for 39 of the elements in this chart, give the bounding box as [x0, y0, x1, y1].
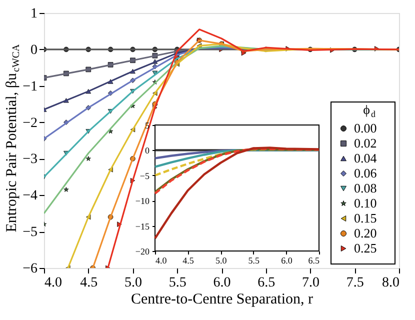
x-tick-label: 4.5	[80, 276, 98, 290]
y-tick-label: −4	[22, 188, 38, 204]
x-axis-title: Centre-to-Centre Separation, r	[130, 292, 314, 308]
legend-label: 0.10	[354, 196, 377, 210]
y-tick-label: −2	[22, 116, 38, 131]
x-tick-label: 7.0	[302, 276, 320, 290]
x-tick-label: 7.5	[346, 276, 364, 290]
y-tick-label: −10	[135, 196, 150, 206]
y-tick-label: −3	[22, 152, 38, 168]
legend-label: 0.00	[354, 120, 377, 136]
y-tick-label: −6	[22, 262, 38, 276]
y-tick-label: −5	[22, 225, 38, 240]
y-tick-label: 0	[145, 146, 150, 156]
y-tick-label: −5	[140, 170, 150, 181]
x-tick-label: 8.0	[382, 276, 400, 290]
x-tick-label: 6.0	[213, 276, 231, 290]
y-tick-label: −1	[22, 79, 38, 94]
y-tick-label: 0	[30, 42, 38, 58]
y-tick-label: −20	[135, 246, 150, 256]
legend-label: 0.04	[354, 150, 378, 166]
x-tick-label: 4.0	[44, 276, 62, 290]
y-tick-label: −15	[135, 221, 150, 232]
x-tick-label: 5.0	[215, 256, 228, 266]
x-tick-label: 6.5	[308, 256, 320, 266]
x-tick-label: 5.0	[124, 276, 142, 290]
y-axis-title: Entropic Pair Potential, βucWCA	[4, 43, 22, 232]
x-tick-label: 4.5	[182, 256, 194, 266]
x-tick-label: 5.5	[248, 256, 260, 266]
legend-label: 0.06	[354, 166, 378, 180]
legend-label: 0.25	[354, 240, 377, 256]
y-tick-label: 1	[30, 6, 38, 22]
x-tick-label: 6.0	[281, 256, 293, 266]
legend-label: 0.02	[354, 136, 377, 150]
x-tick-label: 6.5	[258, 276, 276, 290]
legend-label: 0.15	[354, 210, 377, 226]
x-tick-label: 4.0	[156, 256, 168, 266]
legend-label: 0.08	[354, 180, 377, 196]
x-tick-label: 5.5	[168, 276, 186, 290]
legend-label: 0.20	[354, 226, 377, 240]
